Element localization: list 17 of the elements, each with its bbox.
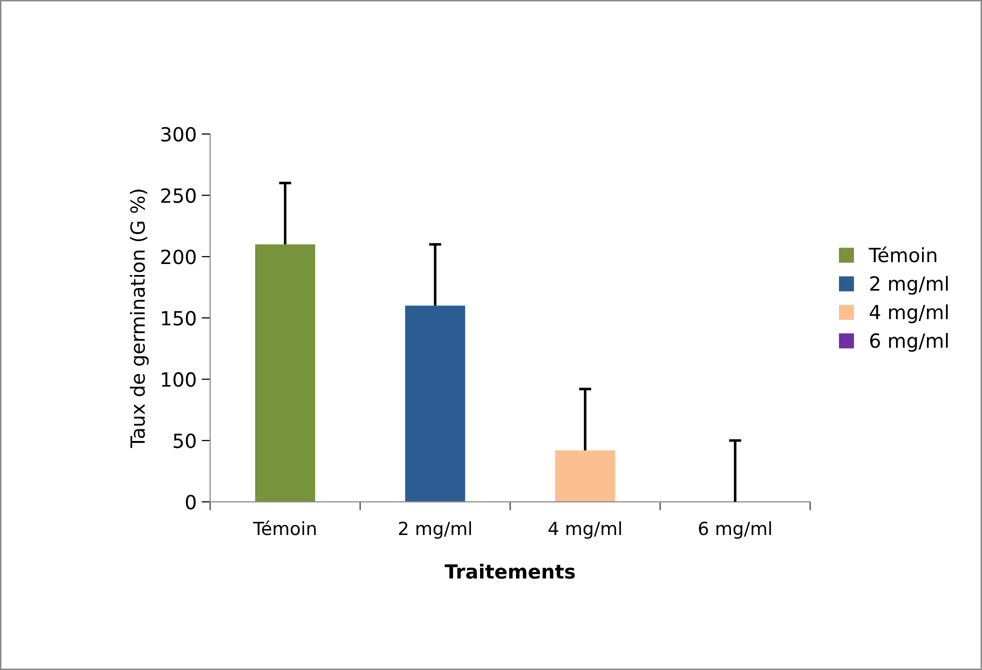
y-tick-label: 100 bbox=[162, 372, 196, 387]
y-tick-label: 150 bbox=[162, 310, 196, 326]
x-tick-label: 2 mg/ml bbox=[398, 521, 471, 539]
x-tick-label: 6 mg/ml bbox=[698, 521, 771, 539]
legend-label: 4 mg/ml bbox=[870, 304, 948, 324]
y-tick-label: 300 bbox=[161, 126, 196, 142]
y-axis-title: Taux de germination (G %) bbox=[130, 190, 149, 448]
y-tick-label: 0 bbox=[186, 494, 196, 510]
x-axis-title: Traitements bbox=[444, 564, 575, 579]
legend-label: 2 mg/ml bbox=[870, 276, 948, 295]
legend-label: 6 mg/ml bbox=[870, 332, 948, 352]
x-tick-label: Témoin bbox=[253, 520, 316, 536]
y-tick-label: 200 bbox=[161, 250, 196, 264]
legend-label: Témoin bbox=[868, 246, 936, 262]
y-tick-label: 50 bbox=[174, 433, 196, 448]
y-tick-label: 250 bbox=[161, 188, 196, 203]
x-tick-label: 4 mg/ml bbox=[548, 521, 621, 539]
